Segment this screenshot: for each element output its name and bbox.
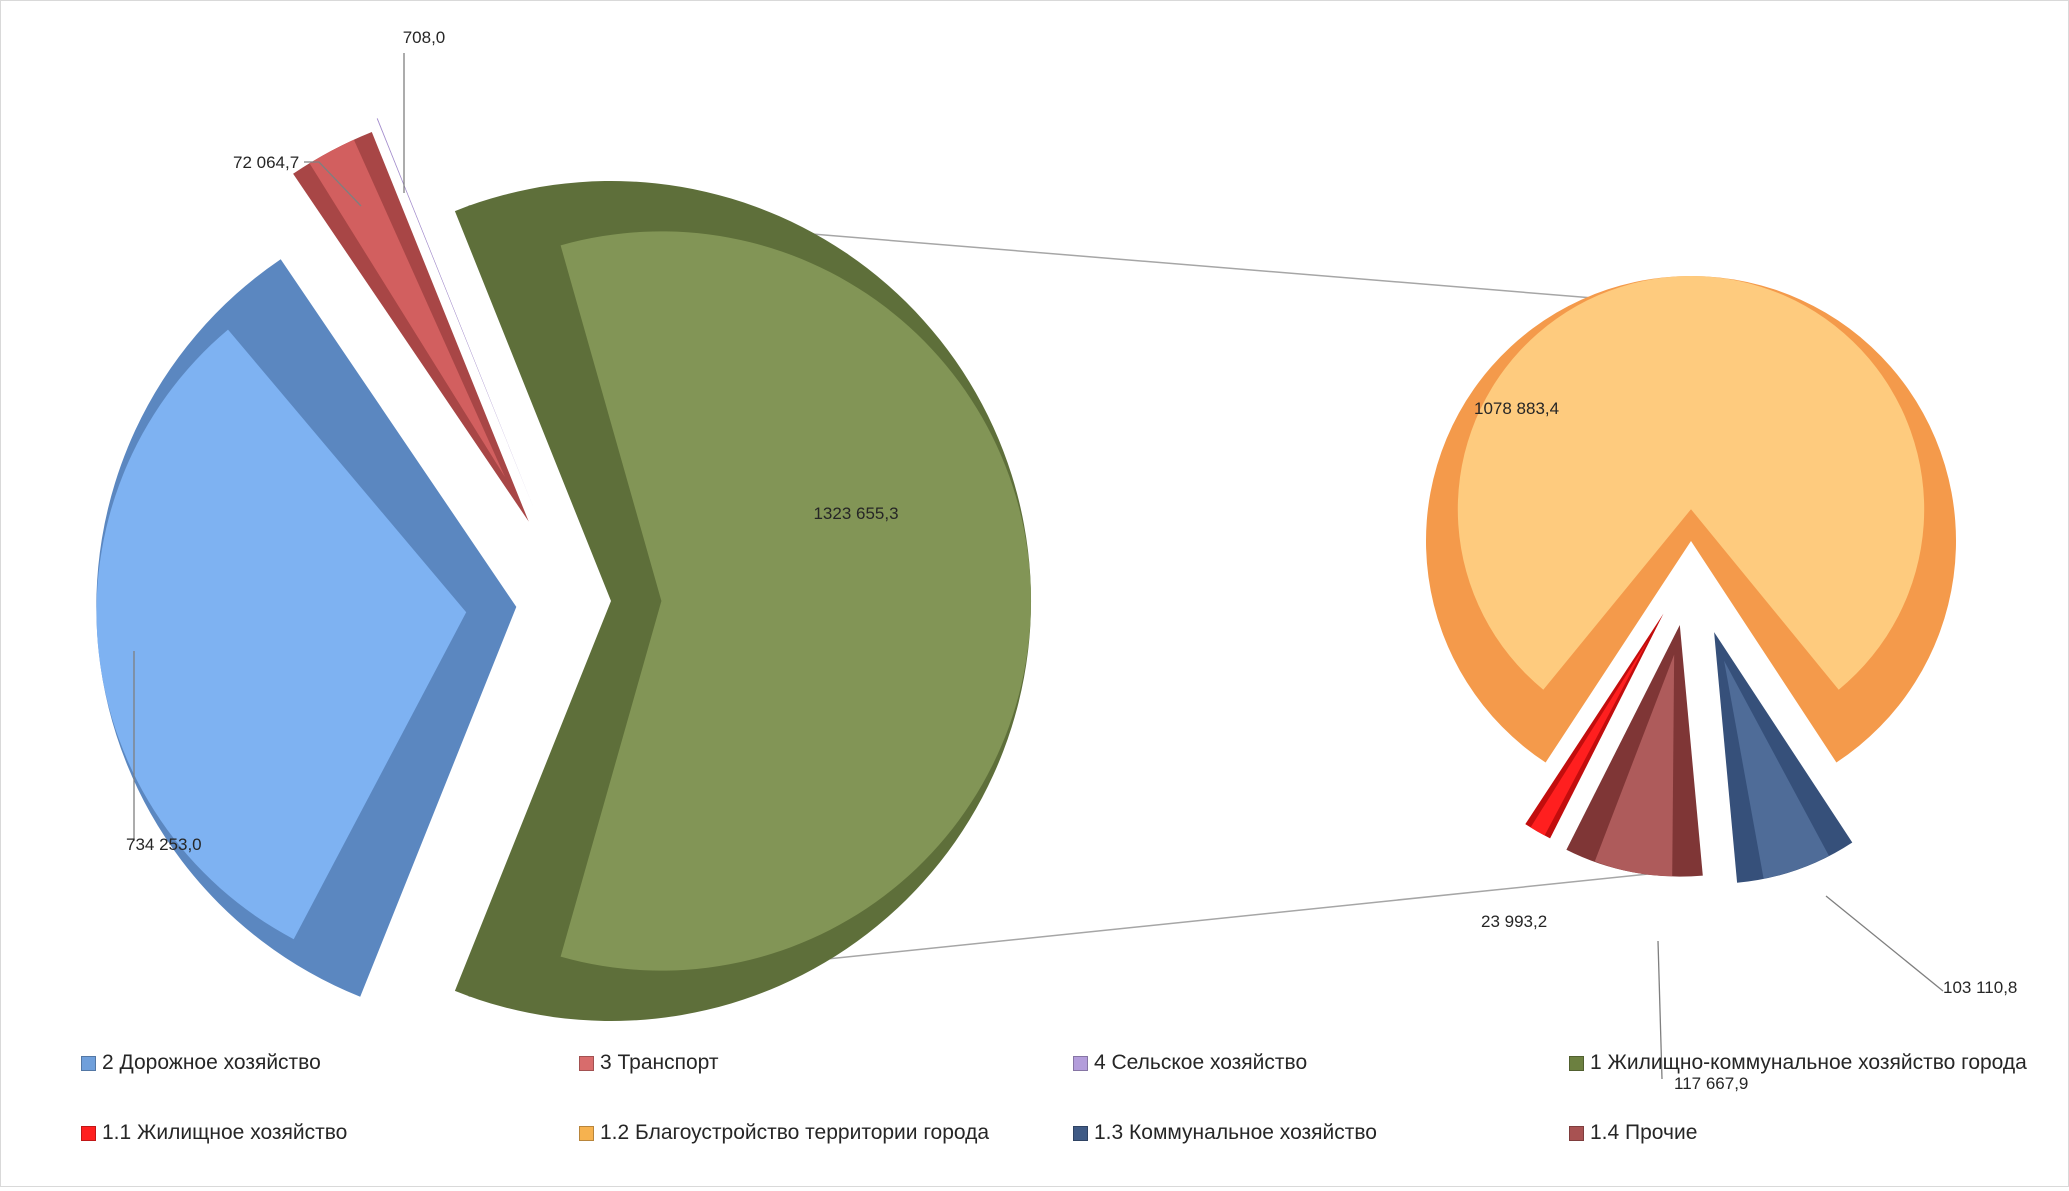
legend-item-transport: 3 Транспорт [579,1051,719,1075]
leader-line-utilities [1825,895,1944,992]
main-slice-agriculture-face [377,118,515,462]
legend-item-housing-utilities: 1 Жилищно-коммунальное хозяйство города [1569,1051,2027,1075]
main-slice-transport [293,132,529,522]
legend-swatch [579,1125,594,1141]
legend-label: 3 Транспорт [600,1051,719,1074]
legend-swatch [1569,1055,1584,1071]
legend-label: 1 Жилищно-коммунальное хозяйство города [1590,1051,2027,1074]
secondary-slice-other-face [1594,654,1675,877]
data-label-improvement: 1078 883,4 [1474,399,1559,418]
legend-label: 1.2 Благоустройство территории города [600,1121,990,1144]
main-slice-housing-utilities [454,181,1032,1021]
secondary-slice-improvement-face [1457,276,1925,690]
legend-item-housing: 1.1 Жилищное хозяйство [81,1121,347,1145]
data-label-housing: 23 993,2 [1481,912,1547,931]
legend-swatch [81,1055,96,1071]
legend-swatch [81,1125,96,1141]
main-slice-transport-face [309,139,506,478]
main-slice-road-face [96,329,467,940]
secondary-slice-housing [1525,613,1664,839]
data-label-other: 117 667,9 [1674,1074,1748,1093]
main-pie [96,118,1032,1021]
legend-item-agriculture: 4 Сельское хозяйство [1073,1051,1307,1075]
leader-line-transport [304,161,362,207]
legend-swatch [1073,1125,1088,1141]
legend-label: 1.1 Жилищное хозяйство [102,1121,348,1144]
legend-label: 1.3 Коммунальное хозяйство [1094,1121,1377,1144]
main-slice-agriculture-rim [376,118,534,509]
legend-label: 1.4 Прочие [1590,1121,1698,1144]
legend-label: 4 Сельское хозяйство [1094,1051,1308,1074]
legend-label: 2 Дорожное хозяйство [102,1051,321,1074]
legend-item-other: 1.4 Прочие [1569,1121,1697,1145]
legend-row-2: 1.1 Жилищное хозяйство 1.2 Благоустройст… [81,1121,2041,1191]
secondary-slice-utilities-rim [1714,632,1853,883]
main-slice-housing-utilities-face [560,231,1031,971]
data-label-transport: 72 064,7 [233,153,299,172]
main-slice-road [96,259,517,997]
data-label-agriculture: 708,0 [403,28,446,47]
data-label-road: 734 253,0 [126,835,202,854]
secondary-slice-housing-face [1530,639,1649,836]
data-label-utilities: 103 110,8 [1943,978,2017,997]
secondary-slice-utilities-face [1724,660,1829,879]
leader-lines [133,53,1944,1080]
secondary-slice-utilities [1714,632,1853,883]
legend: 2 Дорожное хозяйство 3 Транспорт 4 Сельс… [81,1051,2041,1191]
legend-swatch [1073,1055,1088,1071]
legend-item-road: 2 Дорожное хозяйство [81,1051,321,1075]
legend-swatch [579,1055,594,1071]
secondary-slice-improvement [1425,275,1956,763]
secondary-pie [1425,275,1956,883]
legend-row-1: 2 Дорожное хозяйство 3 Транспорт 4 Сельс… [81,1051,2041,1121]
data-label-housing-utilities: 1323 655,3 [813,504,898,523]
legend-item-utilities: 1.3 Коммунальное хозяйство [1073,1121,1377,1145]
legend-item-improvement: 1.2 Благоустройство территории города [579,1121,989,1145]
legend-swatch [1569,1125,1584,1141]
secondary-slice-other [1566,624,1703,877]
main-slice-agriculture [376,118,534,509]
data-labels: 1323 655,3 734 253,0 72 064,7 708,0 1078 883… [126,28,2017,1093]
leader-line-other [1657,940,1663,1080]
